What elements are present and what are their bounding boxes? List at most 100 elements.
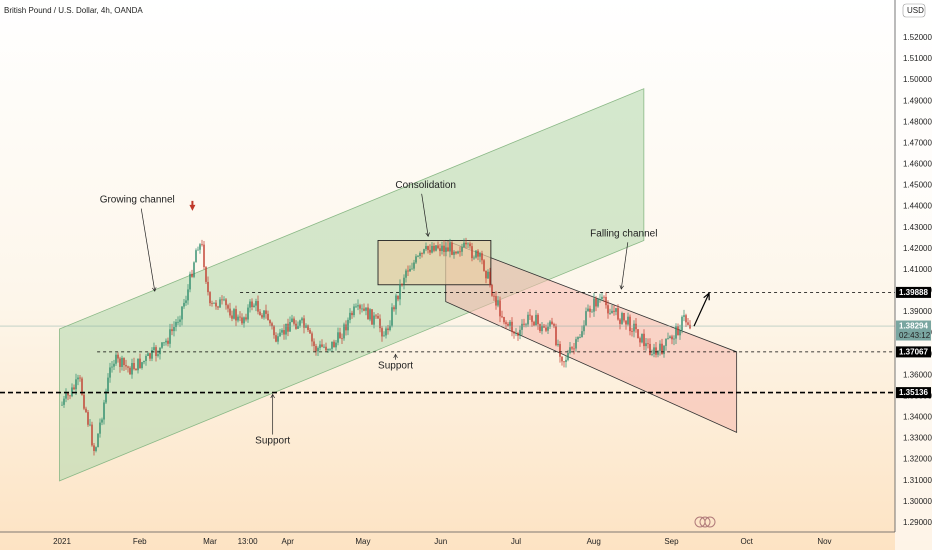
candle (293, 316, 295, 326)
candle-body (451, 242, 453, 255)
candle-body (541, 325, 543, 332)
y-tick-label: 1.46000 (903, 160, 932, 169)
candle (521, 319, 523, 336)
candle (581, 325, 583, 338)
candle-body (135, 368, 137, 371)
candle-body (459, 251, 461, 253)
candle (509, 320, 511, 330)
growing-channel[interactable] (59, 88, 645, 482)
candle (613, 305, 615, 316)
candle-body (231, 315, 233, 319)
candle-body (87, 412, 89, 425)
candle (301, 316, 303, 324)
price-tag[interactable]: 1.39888 (896, 286, 931, 298)
candle-body (513, 331, 515, 334)
candle (109, 362, 111, 383)
price-tag-label: 1.37067 (899, 347, 928, 356)
candle-body (455, 251, 457, 254)
candle (163, 342, 165, 347)
x-tick-label: Oct (740, 537, 753, 546)
price-tag-box (896, 346, 931, 358)
candle (627, 312, 629, 326)
candle-body (273, 326, 275, 336)
candle (551, 317, 553, 325)
candle (337, 327, 339, 346)
candle (663, 344, 665, 358)
candle-body (667, 338, 669, 340)
replay-icon[interactable] (694, 516, 716, 528)
candle (433, 242, 435, 253)
candle (685, 313, 687, 327)
candle (517, 331, 519, 341)
candle (99, 418, 101, 438)
candle-body (555, 326, 557, 346)
currency-badge[interactable]: USD (902, 3, 926, 18)
candle-body (549, 321, 551, 327)
candle (565, 355, 567, 368)
candle (609, 308, 611, 315)
candle (547, 322, 549, 334)
candle (689, 320, 691, 330)
candle-body (305, 325, 307, 328)
candle-body (81, 378, 83, 395)
candle (429, 244, 431, 256)
candle-body (471, 246, 473, 259)
candle (201, 239, 203, 247)
candle (209, 291, 211, 307)
candle (679, 324, 681, 340)
price-tag[interactable]: 1.35136 (896, 387, 931, 399)
candle-body (163, 342, 165, 344)
annotation-pointer-head (270, 393, 275, 399)
x-tick-label: 2021 (53, 537, 71, 546)
candle (93, 442, 95, 456)
candle-body (433, 245, 435, 251)
candle-body (261, 315, 263, 318)
candle-body (317, 347, 319, 352)
candle (181, 306, 183, 326)
candle (227, 303, 229, 313)
candle (357, 299, 359, 311)
candle (435, 245, 437, 252)
annotation-pointer (140, 208, 156, 292)
candle (431, 242, 433, 254)
price-tag[interactable]: 1.37067 (896, 346, 931, 358)
candle-body (277, 336, 279, 342)
candle-body (613, 310, 615, 312)
price-tag-box (896, 286, 931, 298)
candle-body (593, 298, 595, 312)
candle-body (201, 244, 203, 246)
candle (621, 311, 623, 325)
candle (353, 303, 355, 318)
candle-body (621, 312, 623, 324)
candle (361, 304, 363, 313)
candle-body (67, 393, 69, 396)
candle (579, 333, 581, 339)
candle-body (551, 321, 553, 325)
price-tag-label: 1.38294 (899, 322, 928, 331)
candle-body (491, 284, 493, 296)
annotation-label: Falling channel (590, 228, 657, 239)
candle (125, 359, 127, 370)
candle (593, 293, 595, 317)
candle-body (289, 322, 291, 332)
candle (335, 339, 337, 351)
candle (631, 327, 633, 337)
candle (619, 318, 621, 330)
candle-body (111, 366, 113, 368)
candle-body (467, 243, 469, 245)
candle (623, 312, 625, 323)
candle (213, 302, 215, 304)
candle-body (599, 299, 601, 300)
y-axis-panel[interactable] (895, 0, 932, 550)
candle-body (187, 289, 189, 301)
candle (515, 328, 517, 337)
candle-body (143, 360, 145, 363)
candle (61, 401, 63, 406)
candle (333, 339, 335, 348)
candle-body (627, 316, 629, 325)
candle (363, 303, 365, 312)
candle-body (511, 321, 513, 332)
candle (283, 324, 285, 340)
